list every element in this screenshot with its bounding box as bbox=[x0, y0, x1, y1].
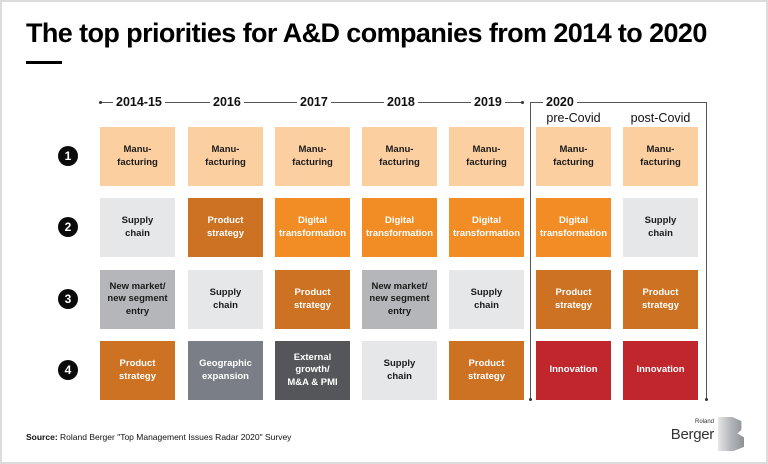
bracket-left-line bbox=[530, 102, 531, 400]
priority-cell: Innovation bbox=[536, 341, 611, 400]
priority-cell: Supply chain bbox=[100, 198, 175, 257]
column-sublabel: post-Covid bbox=[630, 111, 691, 125]
column-sublabel: pre-Covid bbox=[546, 111, 601, 125]
timeline-start-dot bbox=[99, 101, 102, 104]
priority-cell: Manu- facturing bbox=[362, 127, 437, 186]
bracket-right-line bbox=[706, 102, 707, 400]
priority-cell: Digital transformation bbox=[275, 198, 350, 257]
bracket-left-dot bbox=[529, 398, 532, 401]
rank-badge: 3 bbox=[58, 289, 78, 309]
page-title: The top priorities for A&D companies fro… bbox=[26, 18, 707, 48]
priority-cell: Manu- facturing bbox=[100, 127, 175, 186]
title-underline bbox=[26, 61, 62, 64]
rank-badge: 1 bbox=[58, 146, 78, 166]
bracket-right-dot bbox=[705, 398, 708, 401]
priority-cell: Geographic expansion bbox=[188, 341, 263, 400]
priority-cell: New market/ new segment entry bbox=[362, 270, 437, 329]
priority-cell: Product strategy bbox=[536, 270, 611, 329]
priority-cell: External growth/ M&A & PMI bbox=[275, 341, 350, 400]
roland-berger-logo: Roland Berger bbox=[670, 415, 744, 453]
source-label: Source: bbox=[26, 432, 58, 442]
priority-cell: Product strategy bbox=[449, 341, 524, 400]
priority-cell: Digital transformation bbox=[449, 198, 524, 257]
priority-cell: Manu- facturing bbox=[536, 127, 611, 186]
rank-badge: 2 bbox=[58, 217, 78, 237]
year-label: 2016 bbox=[210, 95, 244, 109]
bracket-top-line bbox=[530, 102, 707, 103]
priority-cell: Supply chain bbox=[449, 270, 524, 329]
year-label: 2014-15 bbox=[113, 95, 165, 109]
priority-cell: Product strategy bbox=[623, 270, 698, 329]
source-text: Roland Berger "Top Management Issues Rad… bbox=[57, 432, 292, 442]
logo-text-big: Berger bbox=[670, 426, 715, 443]
year-label: 2019 bbox=[471, 95, 505, 109]
source-note: Source: Roland Berger "Top Management Is… bbox=[26, 432, 291, 442]
priority-cell: Manu- facturing bbox=[623, 127, 698, 186]
timeline-end-dot bbox=[521, 101, 524, 104]
rank-badge: 4 bbox=[58, 360, 78, 380]
priority-cell: Manu- facturing bbox=[188, 127, 263, 186]
priority-cell: Product strategy bbox=[188, 198, 263, 257]
priority-cell: New market/ new segment entry bbox=[100, 270, 175, 329]
year-label: 2017 bbox=[297, 95, 331, 109]
priority-cell: Supply chain bbox=[188, 270, 263, 329]
priority-cell: Product strategy bbox=[275, 270, 350, 329]
logo-text-small: Roland bbox=[694, 419, 714, 425]
priority-cell: Manu- facturing bbox=[449, 127, 524, 186]
priority-cell: Manu- facturing bbox=[275, 127, 350, 186]
priority-cell: Digital transformation bbox=[362, 198, 437, 257]
logo-b-icon bbox=[718, 417, 744, 451]
priority-cell: Innovation bbox=[623, 341, 698, 400]
priority-cell: Digital transformation bbox=[536, 198, 611, 257]
priority-cell: Supply chain bbox=[623, 198, 698, 257]
priority-cell: Supply chain bbox=[362, 341, 437, 400]
priority-cell: Product strategy bbox=[100, 341, 175, 400]
year-label: 2018 bbox=[384, 95, 418, 109]
year-label: 2020 bbox=[543, 95, 577, 109]
